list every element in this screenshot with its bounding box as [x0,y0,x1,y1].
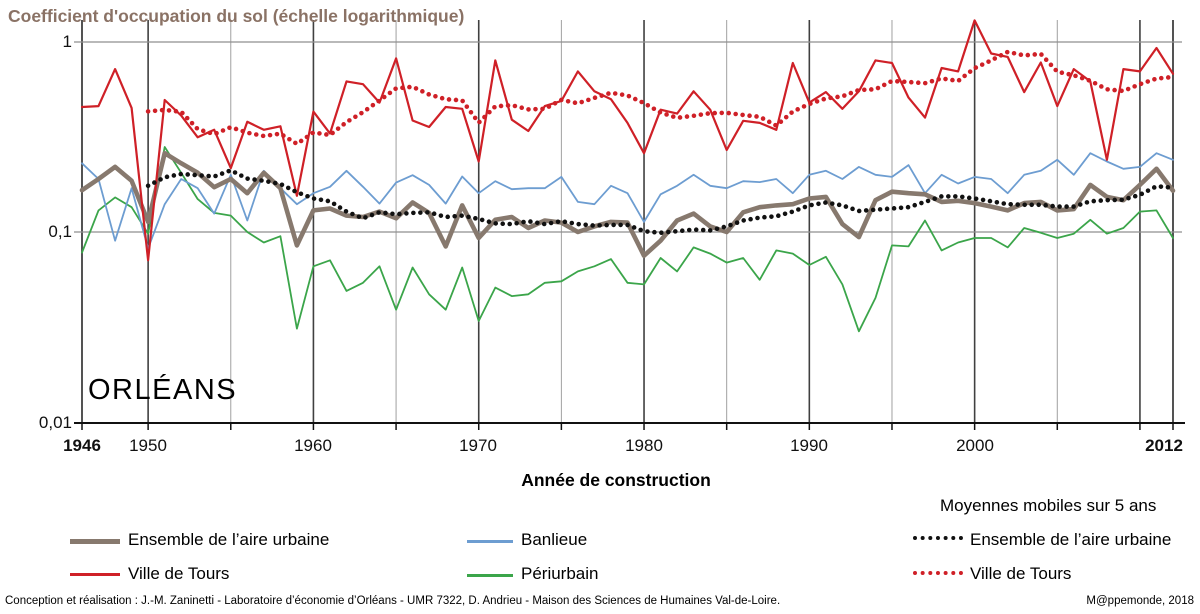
legend-label-tours: Ville de Tours [128,564,230,583]
legend-moving-avg-header: Moyennes mobiles sur 5 ans [940,496,1157,515]
legend-label-banlieue: Banlieue [521,530,588,549]
x-tick-1980: 1980 [625,436,663,455]
x-axis-label: Année de construction [521,470,711,490]
x-tick-1970: 1970 [459,436,497,455]
x-tick-1960: 1960 [294,436,332,455]
y-tick-0-01: 0,01 [38,413,72,432]
legend-swatch-periurbain [467,574,513,577]
y-tick-1: 1 [62,32,72,51]
legend-swatch-ensemble [70,539,120,544]
legend-label-periurbain: Périurbain [521,564,599,583]
legend-swatch-banlieue [467,540,513,543]
chart-title: Coefficient d'occupation du sol (échelle… [8,6,465,26]
caption-credits: Conception et réalisation : J.-M. Zanine… [5,595,781,607]
legend-swatch-tours-ma [913,571,963,575]
legend-label-ensemble: Ensemble de l’aire urbaine [128,530,330,549]
x-tick-1990: 1990 [790,436,828,455]
x-tick-1950: 1950 [129,436,167,455]
legend-swatch-ensemble-ma [913,536,963,540]
city-annotation: ORLÉANS [88,374,238,406]
legend-label-tours-ma: Ville de Tours [970,564,1072,583]
legend-swatch-tours [70,573,120,576]
legend-label-ensemble-ma: Ensemble de l’aire urbaine [970,530,1172,549]
x-tick-1946: 1946 [63,436,101,455]
x-tick-2000: 2000 [956,436,994,455]
x-tick-2012: 2012 [1145,436,1183,455]
y-tick-0-1: 0,1 [48,222,72,241]
caption-source: M@ppemonde, 2018 [1086,595,1194,607]
